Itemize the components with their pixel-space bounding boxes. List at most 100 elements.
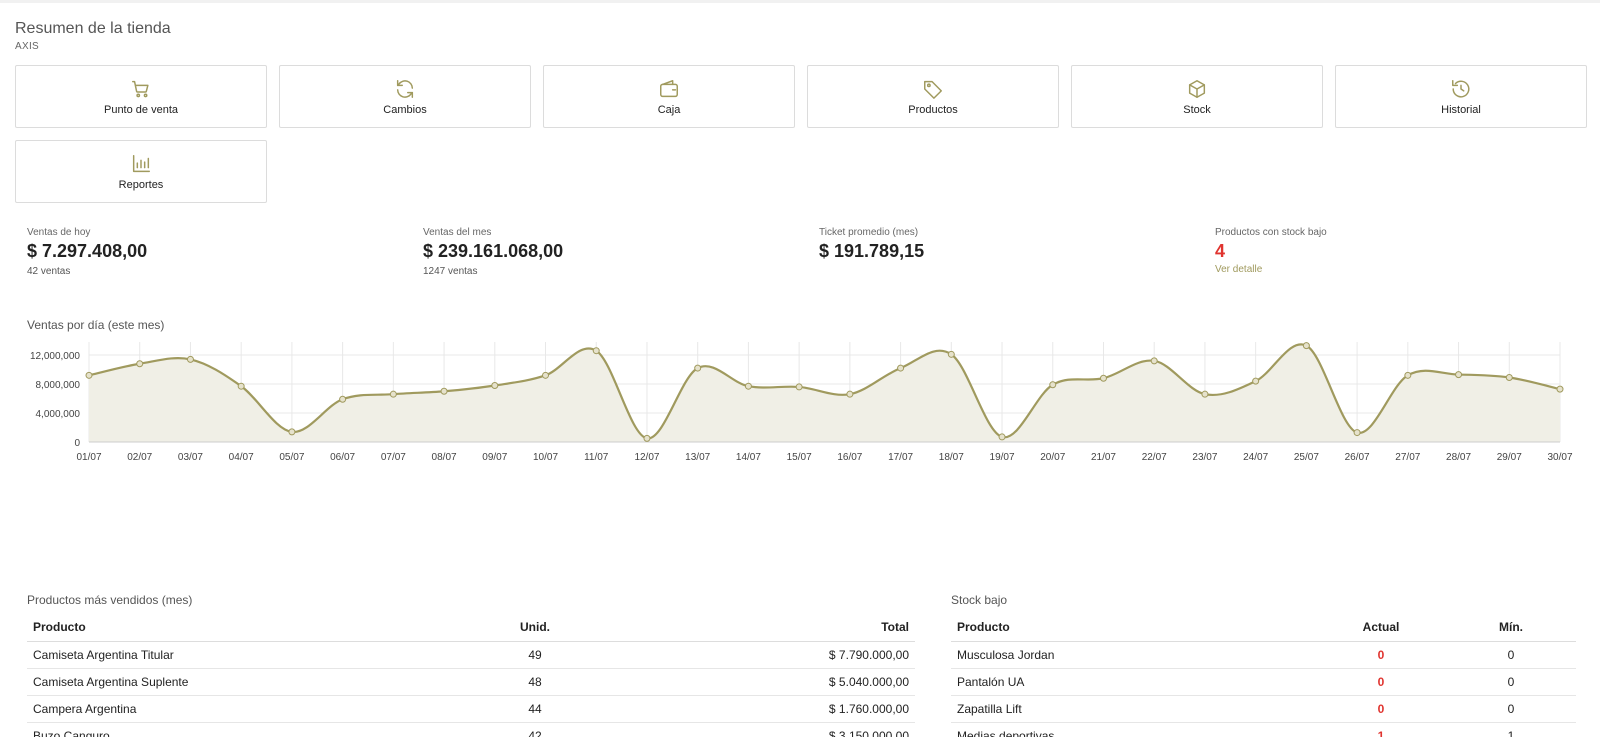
tile-label: Productos: [908, 103, 958, 116]
data-point: [795, 383, 803, 391]
cell-min: 0: [1446, 641, 1576, 669]
tile-label: Reportes: [118, 178, 164, 191]
data-point: [136, 360, 144, 368]
kpi-ticket: Ticket promedio (mes) $ 191.789,15: [819, 227, 924, 262]
page-title: Resumen de la tienda: [15, 20, 171, 37]
y-tick-label: 8,000,000: [36, 380, 81, 391]
y-tick-label: 0: [74, 438, 80, 449]
tag-icon: [922, 78, 944, 100]
data-point: [1455, 371, 1463, 379]
table-row: Camiseta Argentina Suplente 48 $ 5.040.0…: [27, 668, 915, 696]
cell-units: 42: [475, 722, 595, 737]
x-tick-label: 20/07: [1040, 452, 1065, 463]
table-row: Zapatilla Lift 0 0: [951, 695, 1576, 723]
cart-icon: [130, 78, 152, 100]
x-tick-label: 16/07: [837, 452, 862, 463]
data-point: [237, 382, 245, 390]
cell-actual: 0: [1316, 695, 1446, 723]
x-tick-label: 18/07: [939, 452, 964, 463]
x-tick-label: 02/07: [127, 452, 152, 463]
table-row: Camiseta Argentina Titular 49 $ 7.790.00…: [27, 641, 915, 669]
data-point: [186, 355, 194, 363]
cell-product: Camiseta Argentina Suplente: [27, 668, 475, 696]
tile-reportes[interactable]: Reportes: [15, 140, 267, 203]
data-point: [1404, 371, 1412, 379]
col-total: Total: [595, 614, 915, 642]
cell-min: 1: [1446, 722, 1576, 737]
kpi-label: Ventas de hoy: [27, 227, 91, 238]
top-divider: [0, 0, 1600, 3]
x-tick-label: 26/07: [1345, 452, 1370, 463]
x-tick-label: 08/07: [432, 452, 457, 463]
bar-chart-icon: [130, 153, 152, 175]
x-tick-label: 11/07: [584, 452, 609, 463]
top-products-title: Productos más vendidos (mes): [27, 593, 193, 607]
kpi-foot: 1247 ventas: [423, 266, 478, 277]
tile-punto-de-venta[interactable]: Punto de venta: [15, 65, 267, 128]
kpi-label: Ticket promedio (mes): [819, 227, 919, 238]
tile-productos[interactable]: Productos: [807, 65, 1059, 128]
kpi-value: $ 239.161.068,00: [423, 241, 564, 261]
kpi-low-stock: Productos con stock bajo 4 Ver detalle: [1215, 227, 1327, 275]
cell-product: Campera Argentina: [27, 695, 475, 723]
kpi-today: Ventas de hoy $ 7.297.408,00 42 ventas: [27, 227, 147, 277]
col-unid: Unid.: [475, 614, 595, 642]
low-stock-title: Stock bajo: [951, 593, 1008, 607]
x-tick-label: 15/07: [787, 452, 812, 463]
x-tick-label: 03/07: [178, 452, 203, 463]
x-tick-label: 05/07: [279, 452, 304, 463]
cell-min: 0: [1446, 695, 1576, 723]
data-point: [440, 387, 448, 395]
sales-per-day-chart: 0 4,000,000 8,000,000 12,000,000 01/07 02/07 0…: [30, 342, 1573, 463]
y-tick-label: 12,000,000: [30, 351, 80, 362]
data-point: [998, 433, 1006, 441]
data-point: [1049, 381, 1057, 389]
table-row: Campera Argentina 44 $ 1.760.000,00: [27, 695, 915, 723]
low-stock-table: Producto Actual Mín. Musculosa Jordan 0 …: [951, 614, 1576, 737]
x-tick-label: 01/07: [76, 452, 101, 463]
data-point: [1353, 429, 1361, 437]
x-tick-label: 25/07: [1294, 452, 1319, 463]
data-point: [1150, 357, 1158, 365]
x-tick-label: 13/07: [685, 452, 710, 463]
data-point: [288, 428, 296, 436]
cell-total: $ 3.150.000,00: [595, 722, 915, 737]
cell-min: 0: [1446, 668, 1576, 696]
x-tick-label: 10/07: [533, 452, 558, 463]
table-header-row: Producto Unid. Total: [27, 614, 915, 642]
col-min: Mín.: [1446, 614, 1576, 642]
cell-product: Medias deportivas: [951, 722, 1316, 737]
x-tick-label: 06/07: [330, 452, 355, 463]
x-tick-label: 19/07: [990, 452, 1015, 463]
view-detail-link[interactable]: Ver detalle: [1215, 264, 1263, 275]
data-point: [592, 347, 600, 355]
tile-label: Caja: [657, 103, 681, 116]
cell-product: Pantalón UA: [951, 668, 1316, 696]
tile-stock[interactable]: Stock: [1071, 65, 1323, 128]
data-point: [947, 350, 955, 358]
kpi-value: $ 7.297.408,00: [27, 241, 148, 261]
tile-label: Stock: [1183, 103, 1211, 116]
cell-product: Buzo Canguro: [27, 722, 475, 737]
data-point: [85, 371, 93, 379]
tile-caja[interactable]: Caja: [543, 65, 795, 128]
table-row: Pantalón UA 0 0: [951, 668, 1576, 696]
data-point: [491, 381, 499, 389]
data-point: [846, 390, 854, 398]
cell-actual: 1: [1316, 722, 1446, 737]
data-point: [1099, 374, 1107, 382]
tile-historial[interactable]: Historial: [1335, 65, 1587, 128]
history-icon: [1450, 78, 1472, 100]
tile-cambios[interactable]: Cambios: [279, 65, 531, 128]
x-tick-label: 21/07: [1091, 452, 1116, 463]
cell-units: 48: [475, 668, 595, 696]
kpi-foot: 42 ventas: [27, 266, 71, 277]
x-tick-label: 28/07: [1446, 452, 1471, 463]
x-tick-label: 17/07: [888, 452, 913, 463]
cell-product: Camiseta Argentina Titular: [27, 641, 475, 669]
data-point: [744, 382, 752, 390]
x-tick-label: 07/07: [381, 452, 406, 463]
col-producto: Producto: [27, 614, 475, 642]
box-icon: [1186, 78, 1208, 100]
table-row: Buzo Canguro 42 $ 3.150.000,00: [27, 722, 915, 737]
